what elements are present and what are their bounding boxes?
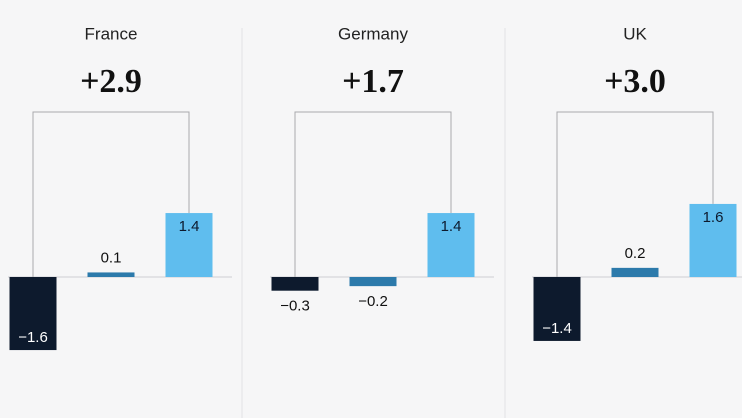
headline: +1.7 <box>342 63 404 100</box>
bar <box>271 277 319 291</box>
value-label: 1.4 <box>179 218 200 235</box>
value-label: −1.4 <box>542 320 572 337</box>
bar <box>533 277 581 341</box>
value-label: −0.2 <box>358 293 388 310</box>
panel-title: Germany <box>338 24 408 43</box>
panel-title: UK <box>623 24 647 43</box>
value-label: −0.3 <box>280 298 310 315</box>
value-label: −1.6 <box>18 329 48 346</box>
bar <box>611 267 659 277</box>
bar <box>165 213 213 277</box>
bar <box>349 277 397 287</box>
value-label: 1.4 <box>441 218 462 235</box>
headline: +3.0 <box>604 63 666 100</box>
bracket <box>556 111 714 277</box>
bar <box>9 277 57 351</box>
headline: +2.9 <box>80 63 142 100</box>
bracket <box>294 111 452 277</box>
bar <box>427 213 475 277</box>
bar <box>87 272 135 277</box>
bar <box>689 203 737 277</box>
value-label: 1.6 <box>703 209 724 226</box>
value-label: 0.1 <box>101 249 122 266</box>
value-label: 0.2 <box>625 245 646 262</box>
bracket <box>32 111 190 277</box>
panel-title: France <box>85 24 138 43</box>
